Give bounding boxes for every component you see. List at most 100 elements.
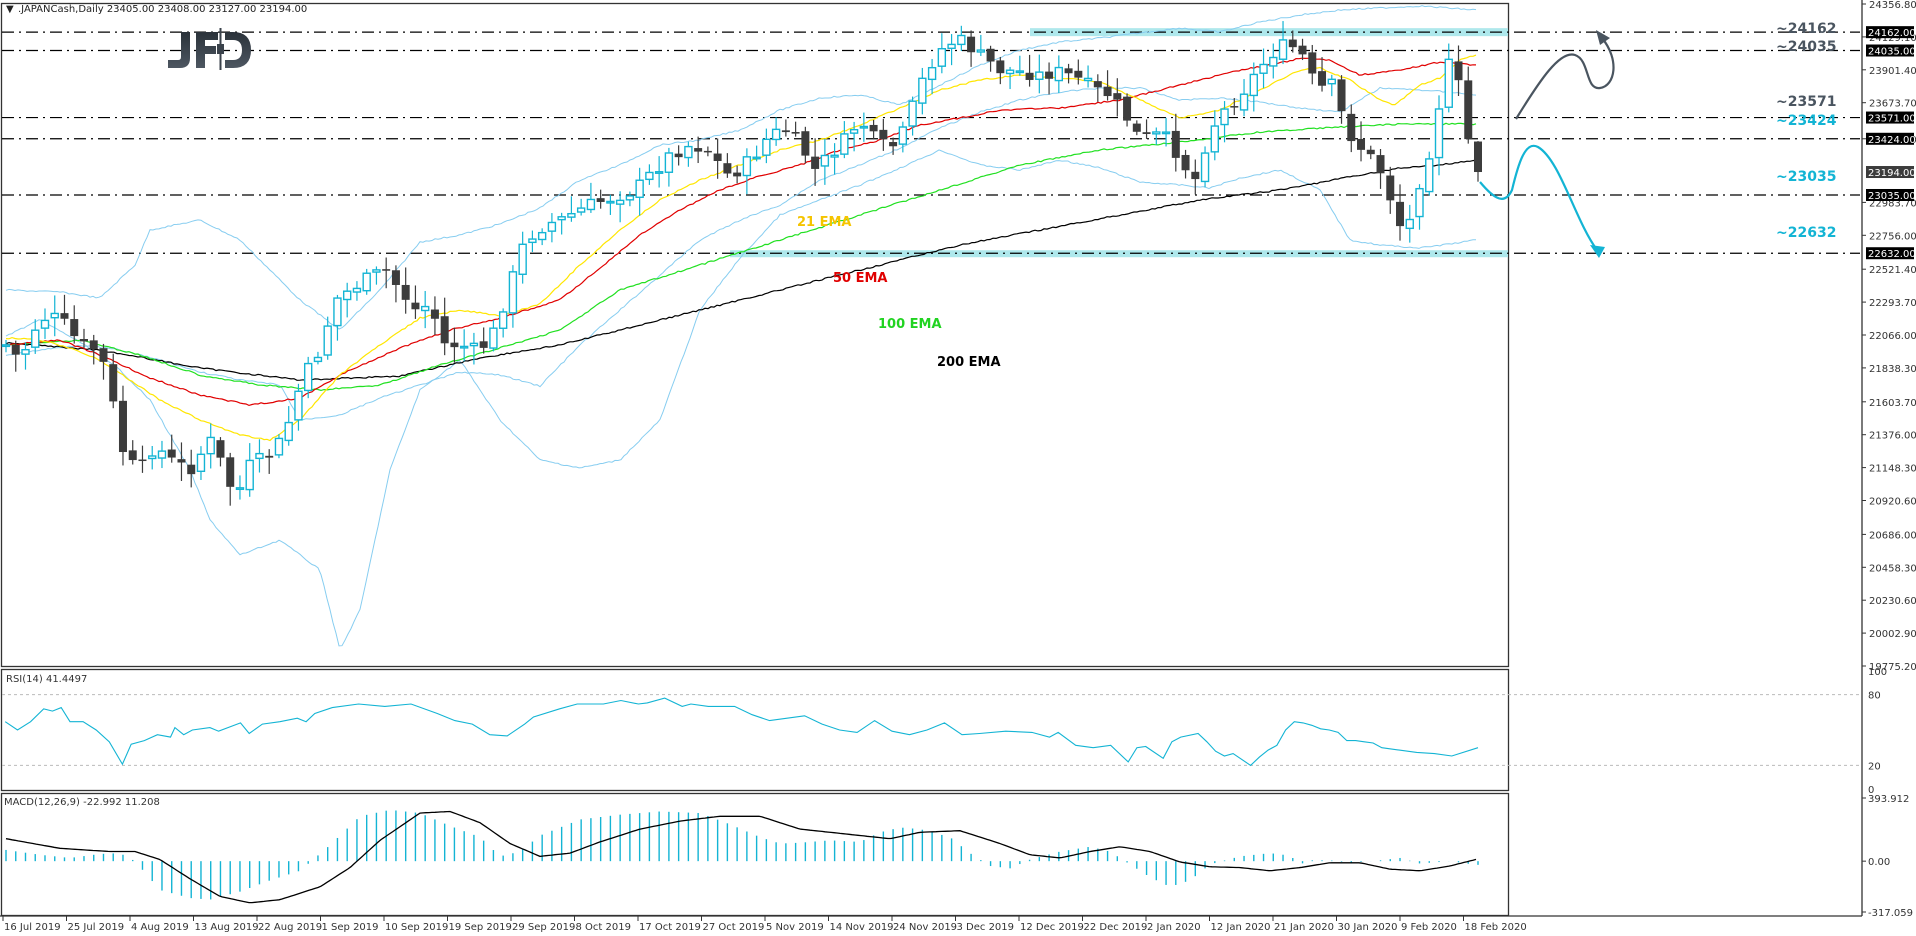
price-tag-23571.00 [1866,111,1914,124]
candle-body [21,349,30,355]
candle-body [128,450,137,461]
candle [1405,204,1414,243]
candle-body [99,348,108,362]
candle [284,406,293,446]
candle [1415,184,1424,230]
candle [1132,120,1141,136]
candle-body [333,297,342,327]
candle [625,191,635,207]
ema21-line [5,54,1477,442]
candle-body [313,356,323,363]
ema100-label: 100 EMA [878,317,942,332]
candle-body [109,364,118,402]
candle-body [1025,72,1034,80]
candle [1,340,11,353]
candle-body [547,221,557,232]
candle [206,423,215,469]
candle-body [664,152,674,173]
candle [557,212,566,235]
candle-body [1064,68,1073,74]
candle-body [1454,61,1463,81]
candle [1103,70,1112,101]
candle-body [235,487,245,491]
candle-body [50,312,59,319]
rsi-line [4,697,1479,767]
bearish-scenario-arrow [1479,144,1598,251]
candle-body [898,126,908,145]
candle [684,141,693,167]
candle-body [216,440,225,458]
candle-body [849,128,859,134]
date-tick-label: 18 Feb 2020 [1465,922,1527,933]
candle [1337,75,1346,124]
candle-body [303,362,313,392]
price-tag-23194.00 [1866,166,1914,179]
candle [1005,66,1015,90]
price-tag-label: 23035.00 [1868,191,1916,202]
candle-body [362,272,371,292]
date-tick-label: 27 Oct 2019 [703,922,765,933]
candle [1239,79,1249,117]
price-tag-label: 22632.00 [1868,249,1916,260]
date-tick-label: 21 Jan 2020 [1274,922,1334,933]
candle-body [1249,73,1258,97]
level-label-23035: ~23035 [1776,169,1836,185]
candle-body [684,145,693,159]
candle-body [1191,171,1200,180]
candle [849,121,859,152]
candle [99,343,108,380]
candle [1142,119,1151,139]
candle [781,119,790,137]
candle-body [89,340,98,350]
candle-body [576,207,586,213]
candle-body [1239,93,1249,111]
candle-body [840,133,849,155]
candle [177,442,186,482]
candle-body [1123,96,1132,121]
rsi-tick-label: 80 [1868,691,1881,702]
candle [420,290,430,329]
macd-tick-label: 0.00 [1868,857,1890,868]
candle-body [586,198,596,211]
candle [313,351,323,365]
candle [596,189,605,209]
candle-body [528,238,537,244]
candle [11,340,20,372]
ema50-label: 50 EMA [833,271,888,286]
candle-body [976,49,986,53]
date-tick-label: 25 Jul 2019 [68,922,125,933]
candle-body [615,199,625,205]
candle [323,316,332,360]
candle [937,33,947,74]
bollinger-band-0 [5,5,1477,330]
candle-body [567,212,576,218]
candle-body [518,243,527,275]
candle [664,147,674,187]
date-tick-label: 16 Jul 2019 [4,922,61,933]
candle [216,437,225,467]
candle [1210,110,1219,161]
candle [654,156,664,188]
candle-body [1045,71,1054,79]
candle [820,139,830,185]
candle-body [908,100,917,127]
candle [1200,146,1210,188]
date-tick-label: 19 Sep 2019 [449,922,512,933]
candle-body [469,342,479,347]
price-tick-label: 20920.60 [1869,497,1916,508]
symbol-header-arrow[interactable]: ▼ [6,4,14,15]
candle [1054,55,1064,94]
candle-body [342,290,352,301]
price-tag-24035.00 [1866,44,1914,57]
candle-body [947,43,956,50]
candle-body [1035,71,1044,80]
candle-body [1337,79,1346,112]
candle-body [927,66,937,81]
candle [586,182,596,213]
date-tick-label: 2 Jan 2020 [1147,922,1201,933]
candle [118,385,127,466]
date-tick-label: 30 Jan 2020 [1338,922,1398,933]
candle [869,119,878,140]
level-label-23571: ~23571 [1776,94,1836,110]
